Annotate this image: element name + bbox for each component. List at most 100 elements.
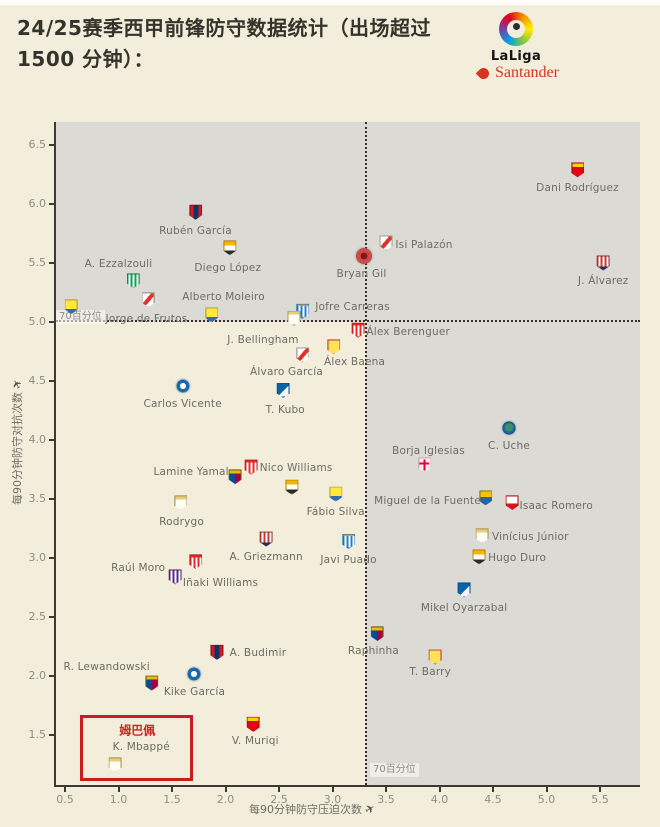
player-label: Diego López [194, 261, 262, 274]
x-tick [64, 786, 66, 792]
player-label: Álvaro García [250, 366, 324, 379]
x-tick [385, 786, 387, 792]
laliga-swirl-icon [499, 12, 533, 46]
y-tick-label: 3.5 [28, 492, 47, 505]
team-crest-getafe [502, 421, 516, 435]
team-crest-athletic [189, 554, 203, 570]
player-label: Lamine Yamal [153, 465, 229, 478]
percentile-label-bottom: 70百分位 [370, 763, 419, 777]
player-label: Dani Rodríguez [536, 181, 619, 194]
team-crest-las-palmas [205, 307, 219, 323]
x-tick-label: 2.5 [270, 793, 288, 806]
x-tick-label: 5.0 [537, 793, 556, 806]
player-label: Álex Baena [324, 355, 386, 368]
team-crest-villarreal [428, 649, 442, 665]
player-label: K. Mbappé [112, 740, 170, 753]
team-crest-real-madrid [475, 528, 489, 544]
y-tick-label: 2.0 [28, 669, 47, 682]
percentile-vline [365, 122, 367, 785]
y-tick [49, 380, 55, 382]
team-crest-atletico [259, 531, 273, 547]
player-label: A. Ezzalzouli [84, 257, 153, 270]
x-tick-label: 1.0 [109, 793, 128, 806]
team-crest-barcelona [228, 469, 242, 485]
x-tick [224, 786, 227, 792]
team-crest-osasuna [189, 204, 203, 220]
y-tick [49, 498, 55, 500]
x-tick-label: 4.5 [484, 793, 502, 806]
player-label: Rodrygo [159, 515, 205, 528]
player-label: Carlos Vicente [143, 397, 222, 410]
x-tick-label: 1.5 [163, 793, 181, 806]
santander-logo: Santander [475, 64, 598, 82]
below-percentile-quadrant [56, 322, 366, 785]
team-crest-real-madrid [108, 757, 122, 772]
y-tick [49, 616, 55, 618]
y-tick [49, 203, 55, 205]
team-crest-mallorca [246, 716, 260, 732]
y-tick [49, 734, 55, 736]
team-crest-valencia [223, 240, 237, 256]
team-crest-valencia [472, 549, 486, 565]
y-tick-label: 5.0 [28, 315, 47, 328]
team-crest-real-sociedad [457, 582, 471, 598]
team-crest-osasuna [210, 644, 224, 660]
player-label: Jofre Carreras [315, 301, 390, 314]
team-crest-real-madrid [287, 310, 301, 326]
team-crest-celta [418, 457, 432, 473]
page-title-line1: 24/25赛季西甲前锋防守数据统计（出场超过 [17, 16, 431, 40]
player-label: R. Lewandowski [63, 661, 150, 674]
x-tick [278, 786, 280, 792]
player-label: Vinícius Júnior [491, 530, 569, 543]
team-crest-leganes [479, 490, 492, 506]
team-crest-betis [126, 273, 140, 289]
player-label: Hugo Duro [488, 551, 547, 564]
team-crest-real-madrid [174, 495, 188, 511]
x-tick-label: 0.5 [56, 793, 74, 806]
player-label: Isi Palazón [395, 238, 453, 251]
player-annotation: 姆巴佩 [119, 723, 156, 737]
team-crest-sevilla [505, 495, 519, 511]
team-crest-valladolid [168, 569, 182, 585]
team-crest-alaves [176, 379, 190, 393]
player-label: C. Uche [488, 440, 531, 453]
y-tick [49, 321, 55, 323]
player-label: Miguel de la Fuente [374, 494, 481, 507]
team-crest-rayo [296, 347, 310, 363]
x-tick [331, 786, 334, 792]
top-strip [0, 0, 660, 5]
y-tick-label: 4.5 [28, 374, 47, 387]
team-crest-rayo [141, 292, 155, 308]
player-label: Nico Williams [259, 462, 333, 475]
team-crest-alaves [187, 667, 201, 681]
player-label: J. Álvarez [577, 275, 629, 287]
player-label: Isaac Romero [519, 499, 593, 512]
y-tick-label: 6.5 [28, 138, 47, 151]
y-tick-label: 4.0 [28, 433, 47, 446]
player-label: Iñaki Williams [182, 576, 259, 589]
y-tick [49, 144, 55, 146]
x-tick-label: 2.0 [216, 793, 235, 806]
player-label: Jorge de Frutos [105, 312, 188, 325]
team-crest-real-sociedad [276, 382, 290, 398]
santander-flame-icon [475, 65, 492, 82]
team-crest-mallorca [571, 162, 585, 178]
team-crest-villarreal [327, 339, 341, 355]
team-crest-athletic [351, 322, 365, 338]
y-axis-line [54, 122, 56, 786]
laliga-wordmark: LaLiga [490, 49, 542, 64]
team-crest-barcelona [145, 675, 159, 691]
dart-icon: ✈ [362, 800, 378, 818]
page-title-line2: 1500 分钟）： [17, 47, 155, 71]
x-tick-label: 3.0 [323, 793, 342, 806]
player-label: Rubén García [159, 225, 232, 238]
player-label: A. Griezmann [229, 551, 303, 564]
y-tick [49, 262, 55, 264]
x-axis-line [54, 785, 640, 787]
x-tick-label: 5.5 [591, 793, 609, 806]
player-label: T. Kubo [265, 404, 305, 417]
player-label: Fábio Silva [306, 506, 365, 519]
y-tick [49, 439, 55, 441]
x-tick [492, 786, 494, 792]
